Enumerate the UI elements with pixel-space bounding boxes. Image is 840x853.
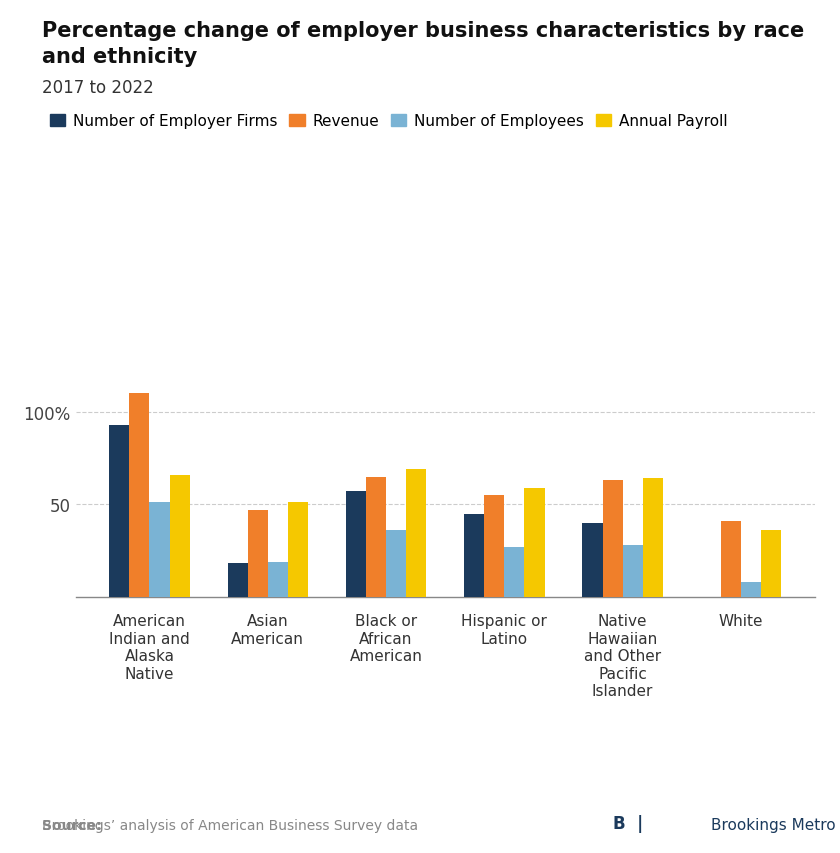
Bar <box>643 479 663 597</box>
Bar <box>602 480 622 597</box>
Bar <box>524 488 544 597</box>
Bar <box>150 502 170 597</box>
Bar <box>129 394 150 597</box>
Bar <box>582 523 602 597</box>
Text: Brookings’ analysis of American Business Survey data: Brookings’ analysis of American Business… <box>42 818 418 832</box>
Bar <box>366 477 386 597</box>
Bar <box>407 469 426 597</box>
Bar <box>346 491 366 597</box>
Text: 2017 to 2022: 2017 to 2022 <box>42 78 154 96</box>
Bar <box>721 521 741 597</box>
Bar <box>109 425 129 597</box>
Bar <box>248 510 268 597</box>
Legend: Number of Employer Firms, Revenue, Number of Employees, Annual Payroll: Number of Employer Firms, Revenue, Numbe… <box>50 114 727 130</box>
Text: B  |: B | <box>613 814 643 832</box>
Bar <box>268 562 288 597</box>
Bar <box>761 531 781 597</box>
Bar <box>288 502 308 597</box>
Bar <box>386 531 407 597</box>
Bar <box>622 545 643 597</box>
Bar <box>504 548 524 597</box>
Bar <box>170 475 190 597</box>
Text: Brookings Metro: Brookings Metro <box>711 816 836 832</box>
Bar <box>228 564 248 597</box>
Text: Source:: Source: <box>42 818 102 832</box>
Bar <box>741 583 761 597</box>
Text: Percentage change of employer business characteristics by race
and ethnicity: Percentage change of employer business c… <box>42 21 804 67</box>
Bar <box>484 496 504 597</box>
Bar <box>465 514 484 597</box>
